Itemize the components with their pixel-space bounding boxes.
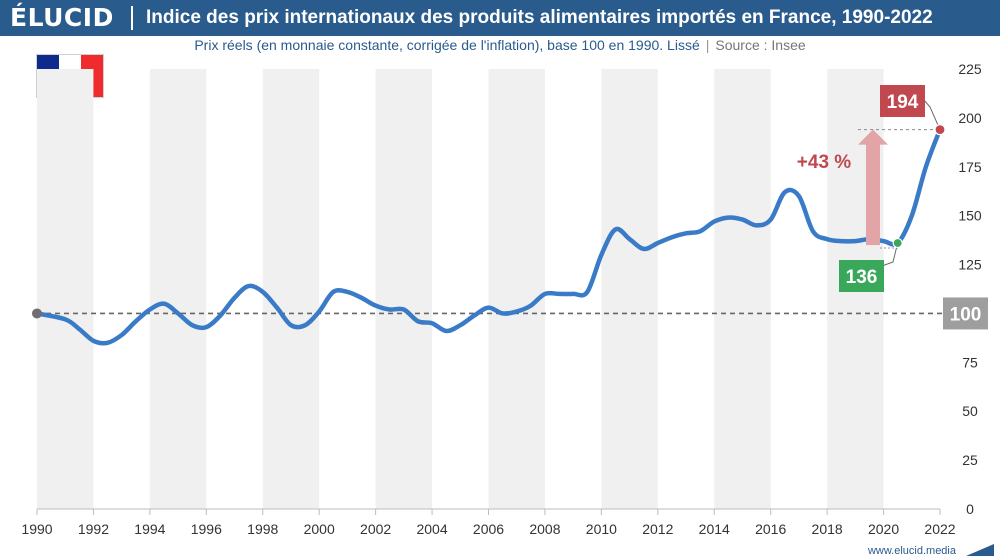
- low-point: [892, 237, 903, 249]
- series-line: [34, 127, 943, 346]
- reference-label: 100: [950, 304, 982, 325]
- start-point: [32, 308, 42, 319]
- y-tick-label: 175: [958, 159, 982, 175]
- y-tick-label: 150: [958, 208, 982, 224]
- x-tick-label: 1990: [21, 521, 52, 537]
- grid-band: [37, 69, 94, 509]
- grid-band: [375, 69, 433, 509]
- y-tick-label: 225: [958, 61, 982, 77]
- chart-subtitle: Prix réels (en monnaie constante, corrig…: [0, 37, 1000, 53]
- y-tick-label: 75: [962, 354, 978, 370]
- header-divider: [131, 6, 133, 30]
- source-text: Source : Insee: [715, 37, 806, 53]
- y-tick-label: 200: [958, 110, 982, 126]
- high-value-label: 194: [887, 92, 919, 113]
- y-tick-label: 25: [962, 452, 978, 468]
- website-decoration: [966, 544, 994, 556]
- low-value-label: 136: [846, 267, 878, 288]
- x-tick-label: 2012: [642, 521, 673, 537]
- grid-band: [149, 69, 207, 509]
- grid-band: [488, 69, 545, 509]
- y-tick-label: 0: [966, 501, 974, 517]
- x-tick-label: 2006: [473, 521, 504, 537]
- x-tick-label: 1992: [78, 521, 109, 537]
- x-tick-label: 2022: [924, 521, 955, 537]
- reference-badge: [943, 297, 988, 330]
- subtitle-text: Prix réels (en monnaie constante, corrig…: [194, 37, 700, 53]
- subtitle-separator: |: [705, 37, 710, 53]
- x-tick-label: 2018: [812, 521, 843, 537]
- low-leader-line: [881, 242, 899, 267]
- x-tick-label: 2008: [529, 521, 560, 537]
- x-tick-label: 2002: [360, 521, 391, 537]
- x-tick-label: 2004: [416, 521, 447, 537]
- grid-band: [262, 69, 320, 509]
- chart-title: Indice des prix internationaux des produ…: [146, 7, 933, 28]
- low-badge: [839, 260, 884, 292]
- x-tick-label: 2000: [304, 521, 335, 537]
- high-leader-line: [923, 99, 941, 130]
- x-tick-label: 1994: [134, 521, 165, 537]
- high-badge: [880, 85, 925, 117]
- x-tick-label: 2016: [755, 521, 786, 537]
- y-tick-label: 125: [958, 257, 982, 273]
- x-tick-label: 2020: [868, 521, 899, 537]
- website-link[interactable]: www.elucid.media: [867, 545, 956, 557]
- change-label: +43 %: [797, 152, 852, 173]
- change-arrow-head: [858, 129, 888, 145]
- x-tick-label: 1996: [191, 521, 222, 537]
- header-bar: ÉLUCID Indice des prix internationaux de…: [0, 0, 1000, 36]
- change-arrow-shaft: [866, 143, 880, 246]
- x-tick-label: 2010: [586, 521, 617, 537]
- grid-band: [714, 69, 771, 509]
- grid-band: [601, 69, 658, 509]
- high-point: [934, 124, 946, 136]
- x-tick-label: 2014: [699, 521, 730, 537]
- y-tick-label: 50: [962, 403, 978, 419]
- x-tick-label: 1998: [247, 521, 278, 537]
- brand-logo[interactable]: ÉLUCID: [10, 3, 114, 32]
